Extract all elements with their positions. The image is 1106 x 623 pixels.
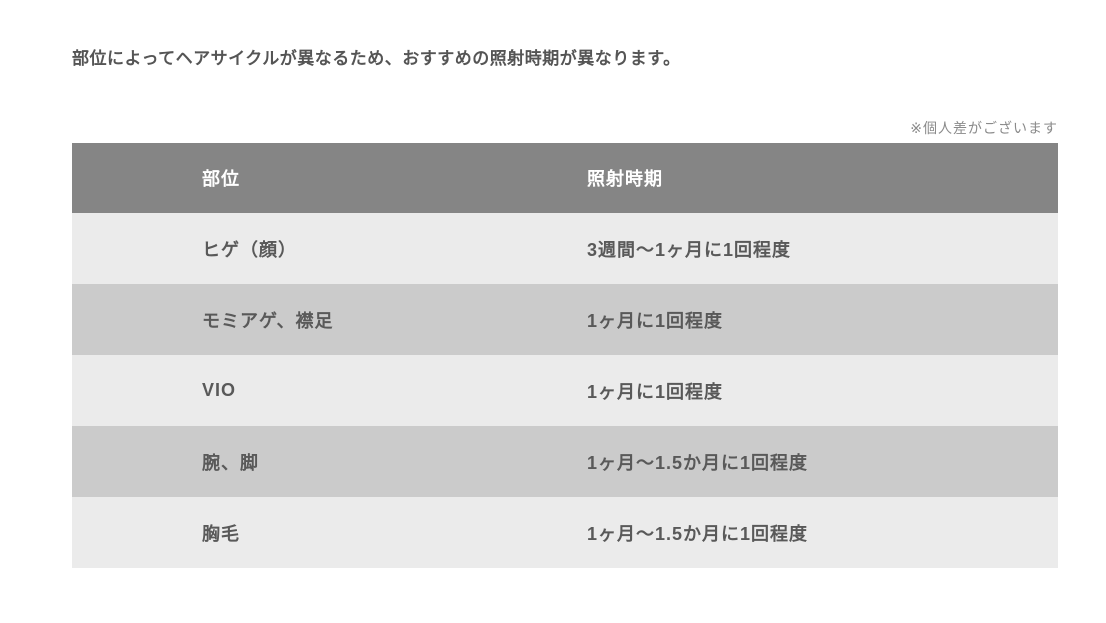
cell-timing: 1ヶ月に1回程度 [587, 381, 724, 402]
table-row: 胸毛 1ヶ月〜1.5か月に1回程度 [72, 497, 1058, 568]
cell-part: VIO [202, 380, 237, 400]
table-header-row: 部位 照射時期 [72, 143, 1058, 213]
column-header-timing: 照射時期 [587, 169, 663, 189]
table-row: VIO 1ヶ月に1回程度 [72, 355, 1058, 426]
column-header-part: 部位 [202, 169, 240, 189]
cell-part: モミアゲ、襟足 [202, 310, 334, 331]
table-row: モミアゲ、襟足 1ヶ月に1回程度 [72, 284, 1058, 355]
page-title: 部位によってヘアサイクルが異なるため、おすすめの照射時期が異なります。 [72, 49, 681, 68]
cell-part: 腕、脚 [202, 452, 259, 473]
hair-cycle-table: 部位 照射時期 ヒゲ（顔） 3週間〜1ヶ月に1回程度 モミアゲ、襟足 1ヶ月に1… [72, 143, 1058, 568]
table-row: ヒゲ（顔） 3週間〜1ヶ月に1回程度 [72, 213, 1058, 284]
cell-timing: 1ヶ月に1回程度 [587, 310, 724, 331]
cell-part: 胸毛 [202, 523, 240, 544]
table-row: 腕、脚 1ヶ月〜1.5か月に1回程度 [72, 426, 1058, 497]
disclaimer-note: ※個人差がございます [910, 120, 1058, 136]
cell-timing: 1ヶ月〜1.5か月に1回程度 [587, 523, 809, 544]
cell-part: ヒゲ（顔） [202, 239, 297, 260]
cell-timing: 1ヶ月〜1.5か月に1回程度 [587, 452, 809, 473]
cell-timing: 3週間〜1ヶ月に1回程度 [587, 239, 792, 260]
